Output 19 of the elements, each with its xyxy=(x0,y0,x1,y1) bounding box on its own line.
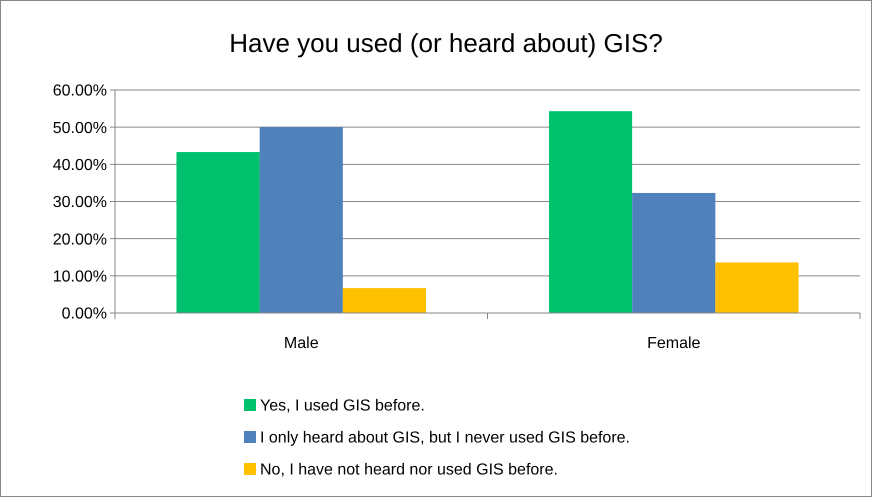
bar xyxy=(260,127,343,313)
y-tick-label: 50.00% xyxy=(52,120,107,137)
y-tick-label: 40.00% xyxy=(52,156,107,174)
bar xyxy=(548,111,632,313)
y-tick-label: 0.00% xyxy=(62,306,107,323)
legend-label: Yes, I used GIS before. xyxy=(260,398,425,415)
bar xyxy=(715,262,799,313)
bar xyxy=(176,152,260,313)
y-tick-label: 10.00% xyxy=(52,268,107,286)
y-tick-label: 60.00% xyxy=(52,82,107,100)
legend-label: No, I have not heard nor used GIS before. xyxy=(260,462,558,479)
bar xyxy=(632,192,716,313)
x-tick-label: Male xyxy=(284,335,319,352)
bar xyxy=(342,288,426,313)
x-tick-label: Female xyxy=(647,335,701,352)
y-tick-label: 30.00% xyxy=(52,194,107,212)
chart-title: Have you used (or heard about) GIS? xyxy=(229,28,663,58)
y-tick-label: 20.00% xyxy=(52,231,107,248)
legend-label: I only heard about GIS, but I never used GIS before. xyxy=(260,430,630,447)
